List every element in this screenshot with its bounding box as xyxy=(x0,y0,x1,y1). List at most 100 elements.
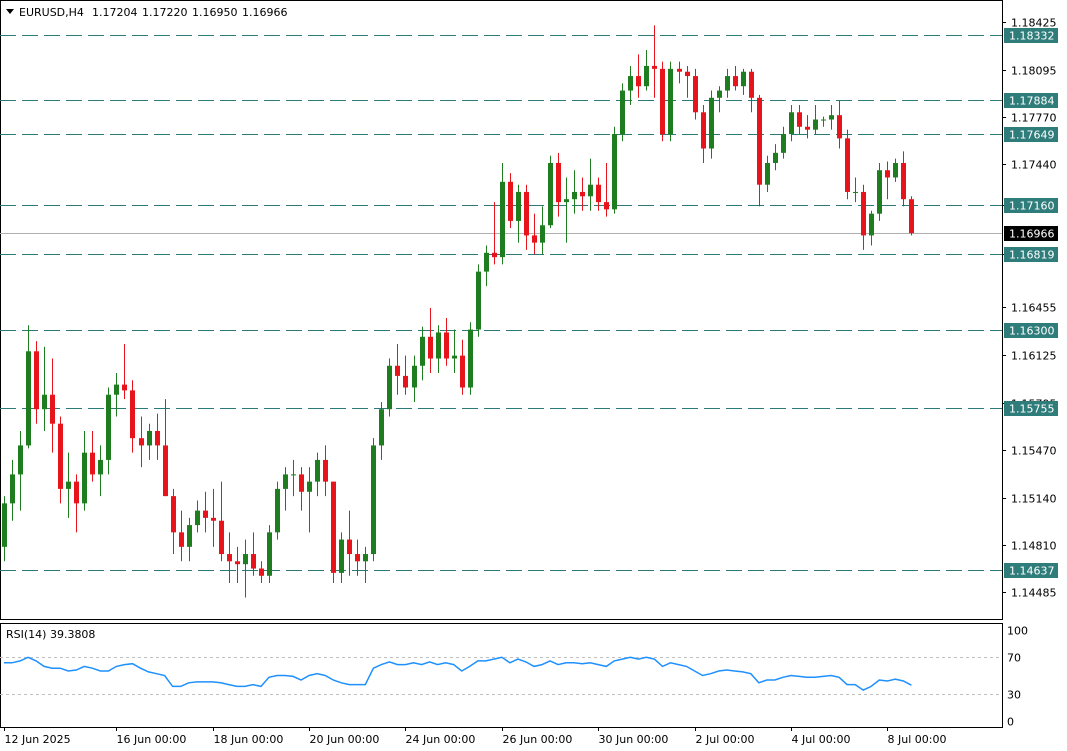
price-tick-label: 1.15470 xyxy=(1011,445,1057,458)
candle-body xyxy=(371,445,376,555)
candle xyxy=(532,213,537,255)
candle xyxy=(909,196,914,236)
price-tick-label: 1.17440 xyxy=(1011,159,1057,172)
candle-body xyxy=(171,496,176,533)
candle-body xyxy=(564,199,569,203)
candle xyxy=(508,173,513,229)
candle-body xyxy=(468,329,473,388)
candle xyxy=(42,346,47,431)
candle xyxy=(412,355,417,402)
candle-body xyxy=(685,71,690,77)
candle xyxy=(588,158,593,211)
candle xyxy=(628,65,633,106)
level-tags: 1.18332 1.17884 1.17649 1.17160 1.16819 1.163… xyxy=(1004,28,1058,578)
current-price-tag: 1.16966 xyxy=(1004,226,1058,241)
candle xyxy=(452,329,457,374)
horizontal-levels[interactable] xyxy=(0,35,1002,571)
candle xyxy=(98,445,103,497)
candle-body xyxy=(179,532,184,547)
candle-body xyxy=(379,409,384,446)
candle-body xyxy=(18,445,23,475)
candle-body xyxy=(668,68,673,135)
candle-body xyxy=(556,162,561,203)
candle xyxy=(18,430,23,511)
candle-body xyxy=(588,184,593,197)
candle-body xyxy=(98,459,103,475)
candle-body xyxy=(677,68,682,72)
candle-body xyxy=(90,452,95,475)
candle-body xyxy=(187,525,192,547)
candle xyxy=(74,474,79,533)
level-value: 1.14637 xyxy=(1009,565,1055,578)
time-axis: 12 Jun 2025 16 Jun 00:00 18 Jun 00:00 20 Ju… xyxy=(4,727,946,746)
candle-body xyxy=(227,554,232,562)
candle xyxy=(90,430,95,482)
candle xyxy=(315,452,320,497)
level-tag: 1.17649 xyxy=(1004,127,1058,142)
candle-body xyxy=(460,355,465,388)
candle-body xyxy=(693,76,698,113)
candle xyxy=(484,245,489,287)
level-value: 1.17649 xyxy=(1009,129,1055,142)
candle xyxy=(901,151,906,207)
candle xyxy=(685,65,690,98)
candle-body xyxy=(540,225,545,243)
candle-body xyxy=(717,90,722,98)
level-value: 1.18332 xyxy=(1009,30,1055,43)
candle xyxy=(885,161,890,200)
candle xyxy=(821,116,826,127)
candle xyxy=(660,61,665,142)
candle xyxy=(548,155,553,229)
candle-body xyxy=(155,430,160,446)
candle-body xyxy=(901,162,906,200)
candle-body xyxy=(363,554,368,562)
candle-body xyxy=(243,554,248,565)
candle xyxy=(500,162,505,265)
candle-body xyxy=(725,76,730,91)
candle xyxy=(869,210,874,246)
level-tag: 1.17884 xyxy=(1004,93,1058,108)
candle xyxy=(283,467,288,511)
candle-body xyxy=(130,390,135,439)
candle xyxy=(604,162,609,217)
close-value: 1.16966 xyxy=(242,6,288,19)
rsi-pane[interactable] xyxy=(0,623,1003,728)
candle xyxy=(323,445,328,497)
candle-body xyxy=(195,510,200,526)
candle-body xyxy=(524,191,529,236)
price-tick-label: 1.15140 xyxy=(1011,493,1057,506)
candle xyxy=(403,355,408,395)
price-tick-label: 1.16455 xyxy=(1011,302,1057,315)
candle-body xyxy=(789,112,794,135)
candle-body xyxy=(452,355,457,359)
triangle-down-icon[interactable] xyxy=(6,9,14,14)
candle-body xyxy=(853,191,858,193)
candle-body xyxy=(885,170,890,178)
candle-body xyxy=(845,138,850,192)
price-pane[interactable] xyxy=(0,0,1003,620)
chart-header: EURUSD,H4 1.17204 1.17220 1.16950 1.1696… xyxy=(6,6,288,19)
level-tag: 1.17160 xyxy=(1004,198,1058,213)
candle xyxy=(677,61,682,84)
candle-body xyxy=(909,199,914,234)
candles xyxy=(2,25,914,598)
candle xyxy=(492,202,497,265)
candle xyxy=(243,539,248,598)
candle-body xyxy=(492,252,497,258)
candle-body xyxy=(548,162,553,226)
candle xyxy=(781,126,786,159)
candle-body xyxy=(580,191,585,197)
level-tag: 1.16819 xyxy=(1004,247,1058,262)
candle xyxy=(163,399,168,497)
candle xyxy=(371,438,376,562)
candle-body xyxy=(644,65,649,87)
rsi-tick-label: 70 xyxy=(1007,652,1021,665)
candle-body xyxy=(484,252,489,272)
time-tick-label: 20 Jun 00:00 xyxy=(310,733,380,746)
candle xyxy=(235,546,240,584)
candle xyxy=(34,341,39,424)
candle xyxy=(347,510,352,576)
time-tick-label: 26 Jun 00:00 xyxy=(503,733,573,746)
candle xyxy=(259,561,264,584)
